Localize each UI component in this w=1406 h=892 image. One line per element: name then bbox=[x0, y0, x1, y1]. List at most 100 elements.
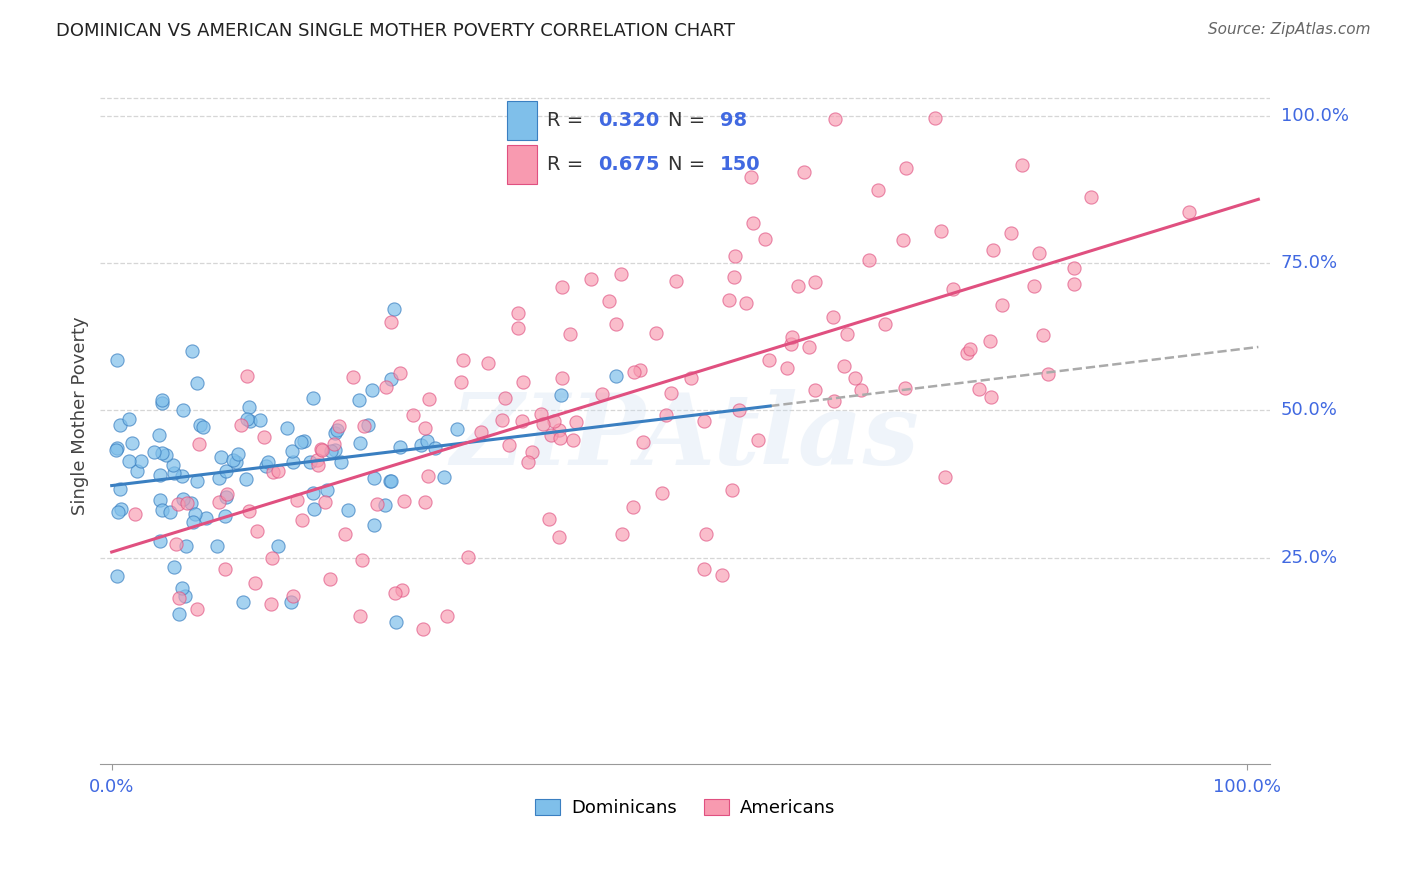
Point bbox=[837, 326, 859, 341]
Point bbox=[181, 344, 204, 359]
Point bbox=[149, 533, 172, 548]
Point bbox=[108, 482, 131, 496]
Point bbox=[1000, 226, 1022, 240]
Point bbox=[155, 448, 177, 462]
Point bbox=[727, 402, 749, 417]
Point bbox=[232, 594, 254, 608]
Point bbox=[512, 375, 534, 389]
Point bbox=[328, 418, 350, 433]
Point bbox=[931, 224, 953, 238]
Point bbox=[291, 513, 314, 527]
Point bbox=[470, 425, 492, 439]
Point bbox=[238, 401, 260, 415]
Point bbox=[832, 359, 855, 373]
Point bbox=[823, 394, 845, 409]
Point bbox=[118, 453, 141, 467]
Point bbox=[665, 274, 688, 288]
Point bbox=[292, 434, 315, 448]
Point bbox=[844, 370, 866, 384]
Point bbox=[959, 342, 981, 356]
Point bbox=[225, 455, 247, 469]
Point bbox=[413, 495, 436, 509]
Point bbox=[159, 505, 181, 519]
Point bbox=[786, 278, 808, 293]
Text: 50.0%: 50.0% bbox=[1281, 401, 1337, 419]
Point bbox=[150, 392, 173, 407]
Point bbox=[280, 595, 302, 609]
Point bbox=[281, 589, 304, 603]
Point bbox=[990, 298, 1012, 312]
Point bbox=[172, 402, 194, 417]
Point bbox=[352, 553, 374, 567]
Point bbox=[506, 321, 529, 335]
Point bbox=[1063, 277, 1085, 291]
Point bbox=[436, 609, 458, 624]
Point bbox=[326, 423, 349, 437]
Point bbox=[942, 282, 965, 296]
Point bbox=[267, 539, 290, 553]
Point bbox=[506, 305, 529, 319]
Point bbox=[735, 296, 758, 310]
Point bbox=[679, 371, 702, 385]
Point bbox=[380, 475, 402, 489]
Point bbox=[531, 417, 554, 431]
Point bbox=[1032, 328, 1054, 343]
Point bbox=[866, 183, 889, 197]
Point bbox=[118, 411, 141, 425]
Point bbox=[150, 396, 173, 410]
Point bbox=[335, 527, 357, 541]
Point bbox=[385, 615, 408, 630]
Point bbox=[309, 442, 332, 456]
Point bbox=[740, 169, 762, 184]
Point bbox=[193, 420, 215, 434]
Point bbox=[302, 391, 325, 405]
Point bbox=[169, 591, 191, 605]
Point bbox=[110, 502, 132, 516]
Point bbox=[724, 249, 747, 263]
Point bbox=[392, 494, 415, 508]
Point bbox=[718, 293, 741, 308]
Text: 25.0%: 25.0% bbox=[1281, 549, 1339, 566]
Point bbox=[723, 270, 745, 285]
Point bbox=[758, 353, 780, 368]
Point bbox=[564, 415, 586, 429]
Point bbox=[721, 483, 744, 497]
Point bbox=[121, 435, 143, 450]
Point bbox=[477, 355, 499, 369]
Point bbox=[741, 216, 763, 230]
Point bbox=[1028, 245, 1050, 260]
Point bbox=[621, 500, 644, 514]
Point bbox=[186, 376, 208, 390]
Point bbox=[172, 491, 194, 506]
Point bbox=[260, 597, 283, 611]
Point bbox=[498, 437, 520, 451]
Legend: Dominicans, Americans: Dominicans, Americans bbox=[527, 791, 842, 824]
Point bbox=[413, 421, 436, 435]
Point bbox=[176, 495, 198, 509]
Point bbox=[374, 380, 396, 394]
Point bbox=[262, 465, 284, 479]
Point bbox=[457, 549, 479, 564]
Point bbox=[934, 469, 956, 483]
Point bbox=[579, 272, 602, 286]
Point bbox=[281, 444, 304, 458]
Point bbox=[208, 471, 231, 485]
Point bbox=[605, 317, 627, 331]
Point bbox=[253, 430, 276, 444]
Point bbox=[411, 438, 433, 452]
Point bbox=[628, 362, 651, 376]
Point bbox=[186, 474, 208, 488]
Point bbox=[380, 315, 402, 329]
Point bbox=[655, 408, 678, 422]
Point bbox=[793, 165, 815, 179]
Point bbox=[215, 486, 238, 500]
Point bbox=[450, 375, 472, 389]
Point bbox=[349, 435, 371, 450]
Point bbox=[659, 385, 682, 400]
Point bbox=[214, 508, 236, 523]
Point bbox=[285, 492, 308, 507]
Point bbox=[378, 474, 401, 488]
Point bbox=[418, 392, 440, 406]
Point bbox=[955, 346, 977, 360]
Point bbox=[349, 608, 371, 623]
